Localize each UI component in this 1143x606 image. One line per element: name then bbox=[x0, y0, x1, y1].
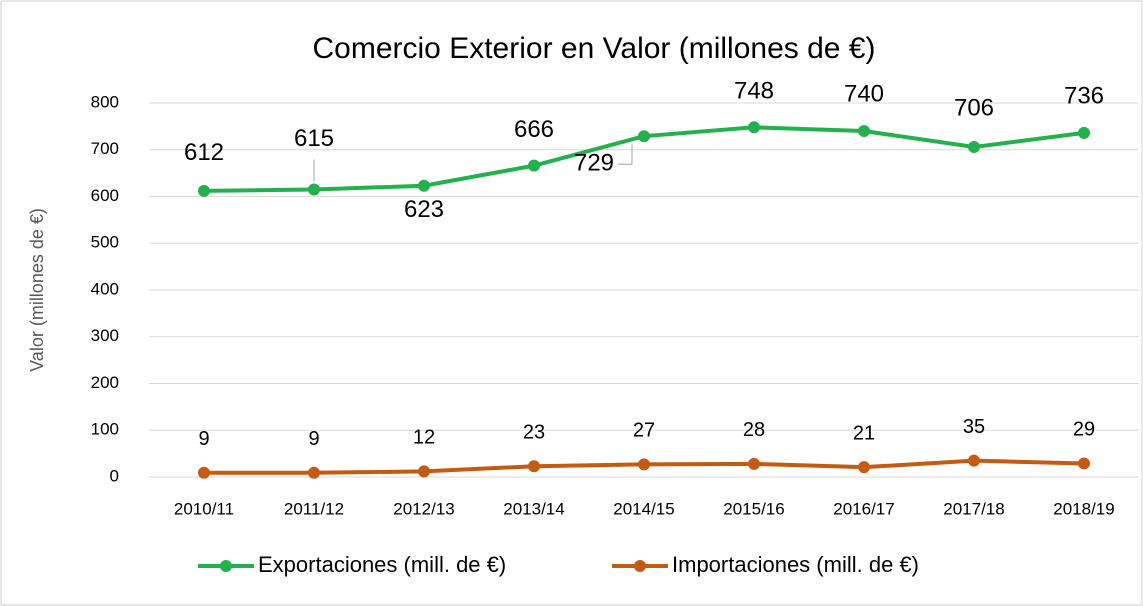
legend-label: Importaciones (mill. de €) bbox=[672, 552, 919, 577]
data-point bbox=[968, 140, 980, 153]
legend-label: Exportaciones (mill. de €) bbox=[258, 552, 506, 577]
data-point bbox=[858, 461, 870, 474]
data-point bbox=[418, 465, 430, 478]
data-label: 615 bbox=[294, 125, 334, 152]
data-label: 21 bbox=[853, 422, 875, 444]
leader-line bbox=[618, 144, 633, 165]
y-tick-label: 600 bbox=[91, 186, 119, 205]
data-point bbox=[858, 125, 870, 138]
y-tick-label: 500 bbox=[91, 233, 119, 252]
x-tick-label: 2018/19 bbox=[1053, 499, 1114, 518]
x-tick-label: 2015/16 bbox=[723, 499, 784, 518]
data-label: 12 bbox=[413, 427, 435, 449]
y-tick-label: 0 bbox=[110, 466, 119, 485]
y-tick-label: 200 bbox=[91, 373, 119, 392]
data-point bbox=[748, 121, 760, 134]
data-point bbox=[968, 454, 980, 467]
legend-marker bbox=[220, 560, 232, 572]
y-tick-label: 700 bbox=[91, 139, 119, 158]
x-tick-label: 2011/12 bbox=[284, 499, 344, 518]
data-label: 23 bbox=[523, 422, 545, 444]
data-label: 28 bbox=[743, 419, 765, 441]
data-point bbox=[1078, 126, 1090, 139]
data-label: 9 bbox=[198, 428, 209, 450]
data-label: 9 bbox=[308, 428, 319, 450]
data-point bbox=[1078, 457, 1090, 470]
data-label: 27 bbox=[633, 420, 655, 442]
y-tick-label: 400 bbox=[91, 279, 119, 298]
x-tick-label: 2016/17 bbox=[833, 499, 894, 518]
data-point bbox=[308, 466, 320, 479]
data-point bbox=[528, 159, 540, 172]
data-point bbox=[528, 460, 540, 473]
x-tick-label: 2017/18 bbox=[943, 499, 1004, 518]
data-label: 666 bbox=[514, 116, 554, 143]
data-point bbox=[638, 458, 650, 471]
data-label: 706 bbox=[954, 94, 994, 121]
data-label: 35 bbox=[963, 416, 985, 438]
data-label: 29 bbox=[1073, 419, 1095, 441]
chart-title: Comercio Exterior en Valor (millones de … bbox=[313, 32, 876, 65]
y-tick-label: 300 bbox=[91, 326, 119, 345]
data-label: 623 bbox=[404, 196, 444, 223]
data-label: 729 bbox=[574, 150, 614, 177]
y-tick-label: 800 bbox=[91, 92, 119, 111]
x-tick-label: 2012/13 bbox=[393, 499, 454, 518]
data-point bbox=[198, 466, 210, 479]
y-axis-label: Valor (millones de €) bbox=[27, 208, 47, 372]
data-point bbox=[198, 184, 210, 197]
data-point bbox=[308, 183, 320, 196]
x-tick-label: 2010/11 bbox=[174, 499, 234, 518]
data-label: 748 bbox=[734, 78, 774, 105]
data-label: 740 bbox=[844, 80, 884, 107]
data-point bbox=[748, 457, 760, 470]
x-tick-label: 2014/15 bbox=[613, 499, 674, 518]
y-tick-label: 100 bbox=[91, 420, 119, 439]
data-label: 736 bbox=[1064, 82, 1104, 109]
legend-marker bbox=[634, 560, 646, 572]
data-label: 612 bbox=[184, 139, 224, 166]
data-point bbox=[418, 179, 430, 192]
data-point bbox=[638, 130, 650, 143]
x-tick-label: 2013/14 bbox=[503, 499, 564, 518]
